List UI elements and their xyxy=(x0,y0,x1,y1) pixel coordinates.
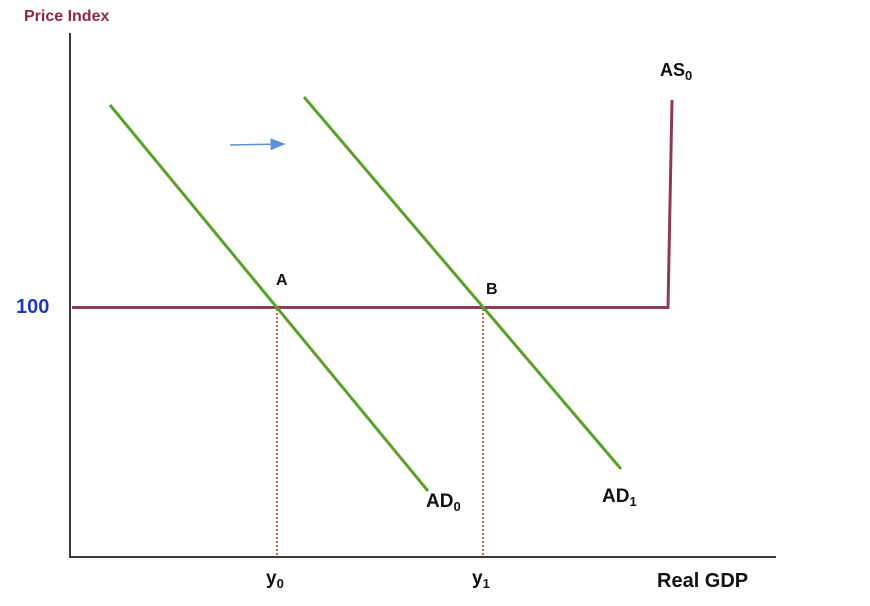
x-axis-title: Real GDP xyxy=(657,570,749,592)
price-level-tick: 100 xyxy=(16,296,50,318)
ad0-curve xyxy=(108,104,430,492)
y-axis-title: Price Index xyxy=(24,8,110,25)
output-y1-label: y1 xyxy=(472,568,490,591)
output-y0-label: y0 xyxy=(266,568,284,591)
equilibrium-point-a-label: A xyxy=(276,272,288,289)
as-curve-label: AS0 xyxy=(660,60,693,83)
ad1-curve xyxy=(302,96,623,470)
ad0-curve-label: AD0 xyxy=(426,491,461,514)
equilibrium-point-b-label: B xyxy=(486,281,498,298)
shift-arrow xyxy=(229,138,286,151)
ad1-curve-label: AD1 xyxy=(602,486,637,509)
as-curve xyxy=(72,99,674,309)
